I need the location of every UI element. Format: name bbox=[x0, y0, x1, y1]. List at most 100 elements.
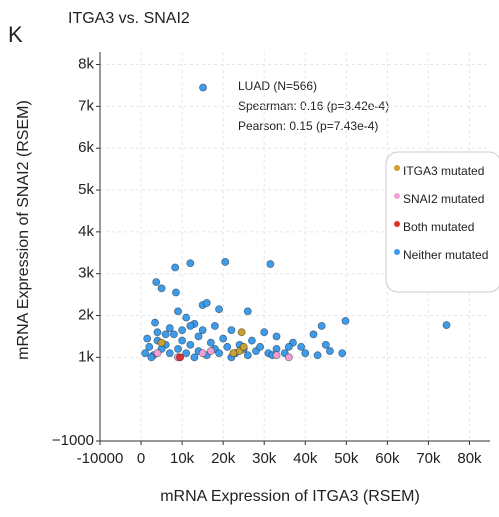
y-tick-label: 7k bbox=[78, 97, 94, 114]
point bbox=[243, 307, 252, 316]
legend-marker bbox=[394, 249, 400, 255]
point bbox=[237, 328, 246, 337]
point bbox=[206, 338, 215, 347]
point bbox=[152, 278, 161, 287]
point bbox=[266, 260, 275, 269]
legend-marker bbox=[394, 221, 400, 227]
point bbox=[321, 340, 330, 349]
legend-marker bbox=[394, 193, 400, 199]
annotation: LUAD (N=566) bbox=[238, 79, 317, 93]
x-axis-label: mRNA Expression of ITGA3 (RSEM) bbox=[160, 488, 420, 505]
point bbox=[157, 284, 166, 293]
point bbox=[272, 351, 281, 360]
chart-title: ITGA3 vs. SNAI2 bbox=[68, 10, 190, 27]
point bbox=[182, 349, 191, 358]
point bbox=[272, 332, 281, 341]
point bbox=[198, 349, 207, 358]
point bbox=[178, 326, 187, 335]
point bbox=[165, 349, 174, 358]
point bbox=[247, 336, 256, 345]
point bbox=[219, 334, 228, 343]
x-tick-label: 70k bbox=[416, 450, 441, 467]
point bbox=[202, 299, 211, 307]
point bbox=[157, 338, 166, 347]
legend-label: Neither mutated bbox=[403, 248, 488, 262]
point bbox=[243, 351, 252, 360]
point bbox=[206, 347, 215, 356]
point bbox=[176, 353, 185, 362]
legend-box bbox=[385, 151, 499, 293]
point bbox=[227, 326, 236, 335]
point bbox=[151, 318, 159, 327]
point bbox=[143, 334, 152, 343]
point bbox=[153, 328, 162, 337]
legend-label: ITGA3 mutated bbox=[403, 164, 484, 178]
point bbox=[215, 305, 224, 314]
annotation: Spearman: 0.16 (p=3.42e-4) bbox=[238, 99, 389, 113]
point bbox=[341, 317, 350, 325]
y-tick-label: 1k bbox=[78, 348, 94, 365]
point bbox=[297, 342, 306, 351]
y-tick-label: 6k bbox=[78, 139, 94, 156]
annotation: Pearson: 0.15 (p=7.43e-4) bbox=[238, 119, 378, 133]
point bbox=[239, 342, 248, 351]
legend-label: Both mutated bbox=[403, 220, 474, 234]
point bbox=[223, 342, 232, 351]
y-axis-label: mRNA Expression of SNAI2 (RSEM) bbox=[15, 100, 32, 360]
point bbox=[301, 349, 310, 358]
point bbox=[182, 313, 191, 322]
x-tick-label: 0 bbox=[137, 450, 145, 467]
point bbox=[442, 321, 451, 330]
point bbox=[199, 83, 207, 92]
point bbox=[256, 342, 265, 351]
point bbox=[284, 342, 293, 351]
x-tick-label: 80k bbox=[457, 450, 482, 467]
point bbox=[186, 259, 195, 268]
point bbox=[215, 349, 224, 358]
x-tick-label: 10k bbox=[170, 450, 195, 467]
legend-label: SNAI2 mutated bbox=[403, 192, 484, 206]
point bbox=[141, 349, 150, 358]
point bbox=[210, 322, 219, 330]
point bbox=[171, 288, 180, 297]
point bbox=[171, 263, 180, 272]
point bbox=[145, 342, 154, 351]
point bbox=[194, 332, 203, 341]
y-tick-label: −1000 bbox=[52, 432, 94, 449]
x-tick-label: 60k bbox=[375, 450, 400, 467]
panel-label: K bbox=[8, 22, 23, 47]
point bbox=[260, 328, 269, 337]
point bbox=[174, 307, 182, 316]
point bbox=[198, 326, 207, 335]
point bbox=[325, 347, 334, 356]
legend-marker bbox=[394, 165, 400, 171]
point bbox=[169, 330, 178, 339]
point bbox=[317, 322, 326, 330]
point bbox=[186, 322, 195, 330]
y-tick-label: 2k bbox=[78, 306, 94, 323]
point bbox=[153, 349, 162, 358]
point bbox=[174, 345, 182, 353]
x-tick-label: 20k bbox=[211, 450, 236, 467]
x-tick-label: 50k bbox=[334, 450, 359, 467]
y-tick-label: 3k bbox=[78, 265, 94, 282]
point bbox=[309, 330, 318, 339]
point bbox=[338, 349, 347, 358]
x-tick-label: -10000 bbox=[77, 450, 124, 467]
point bbox=[284, 353, 293, 362]
point bbox=[161, 330, 170, 339]
point bbox=[190, 353, 199, 362]
point bbox=[147, 353, 156, 362]
point bbox=[229, 349, 238, 358]
x-tick-label: 30k bbox=[252, 450, 277, 467]
point bbox=[313, 351, 322, 360]
point bbox=[165, 324, 174, 333]
point bbox=[178, 336, 187, 345]
point bbox=[186, 340, 195, 349]
point bbox=[221, 258, 230, 266]
y-tick-label: 4k bbox=[78, 223, 94, 240]
y-tick-label: 5k bbox=[78, 181, 94, 198]
y-tick-label: 8k bbox=[78, 56, 94, 73]
x-tick-label: 40k bbox=[293, 450, 318, 467]
